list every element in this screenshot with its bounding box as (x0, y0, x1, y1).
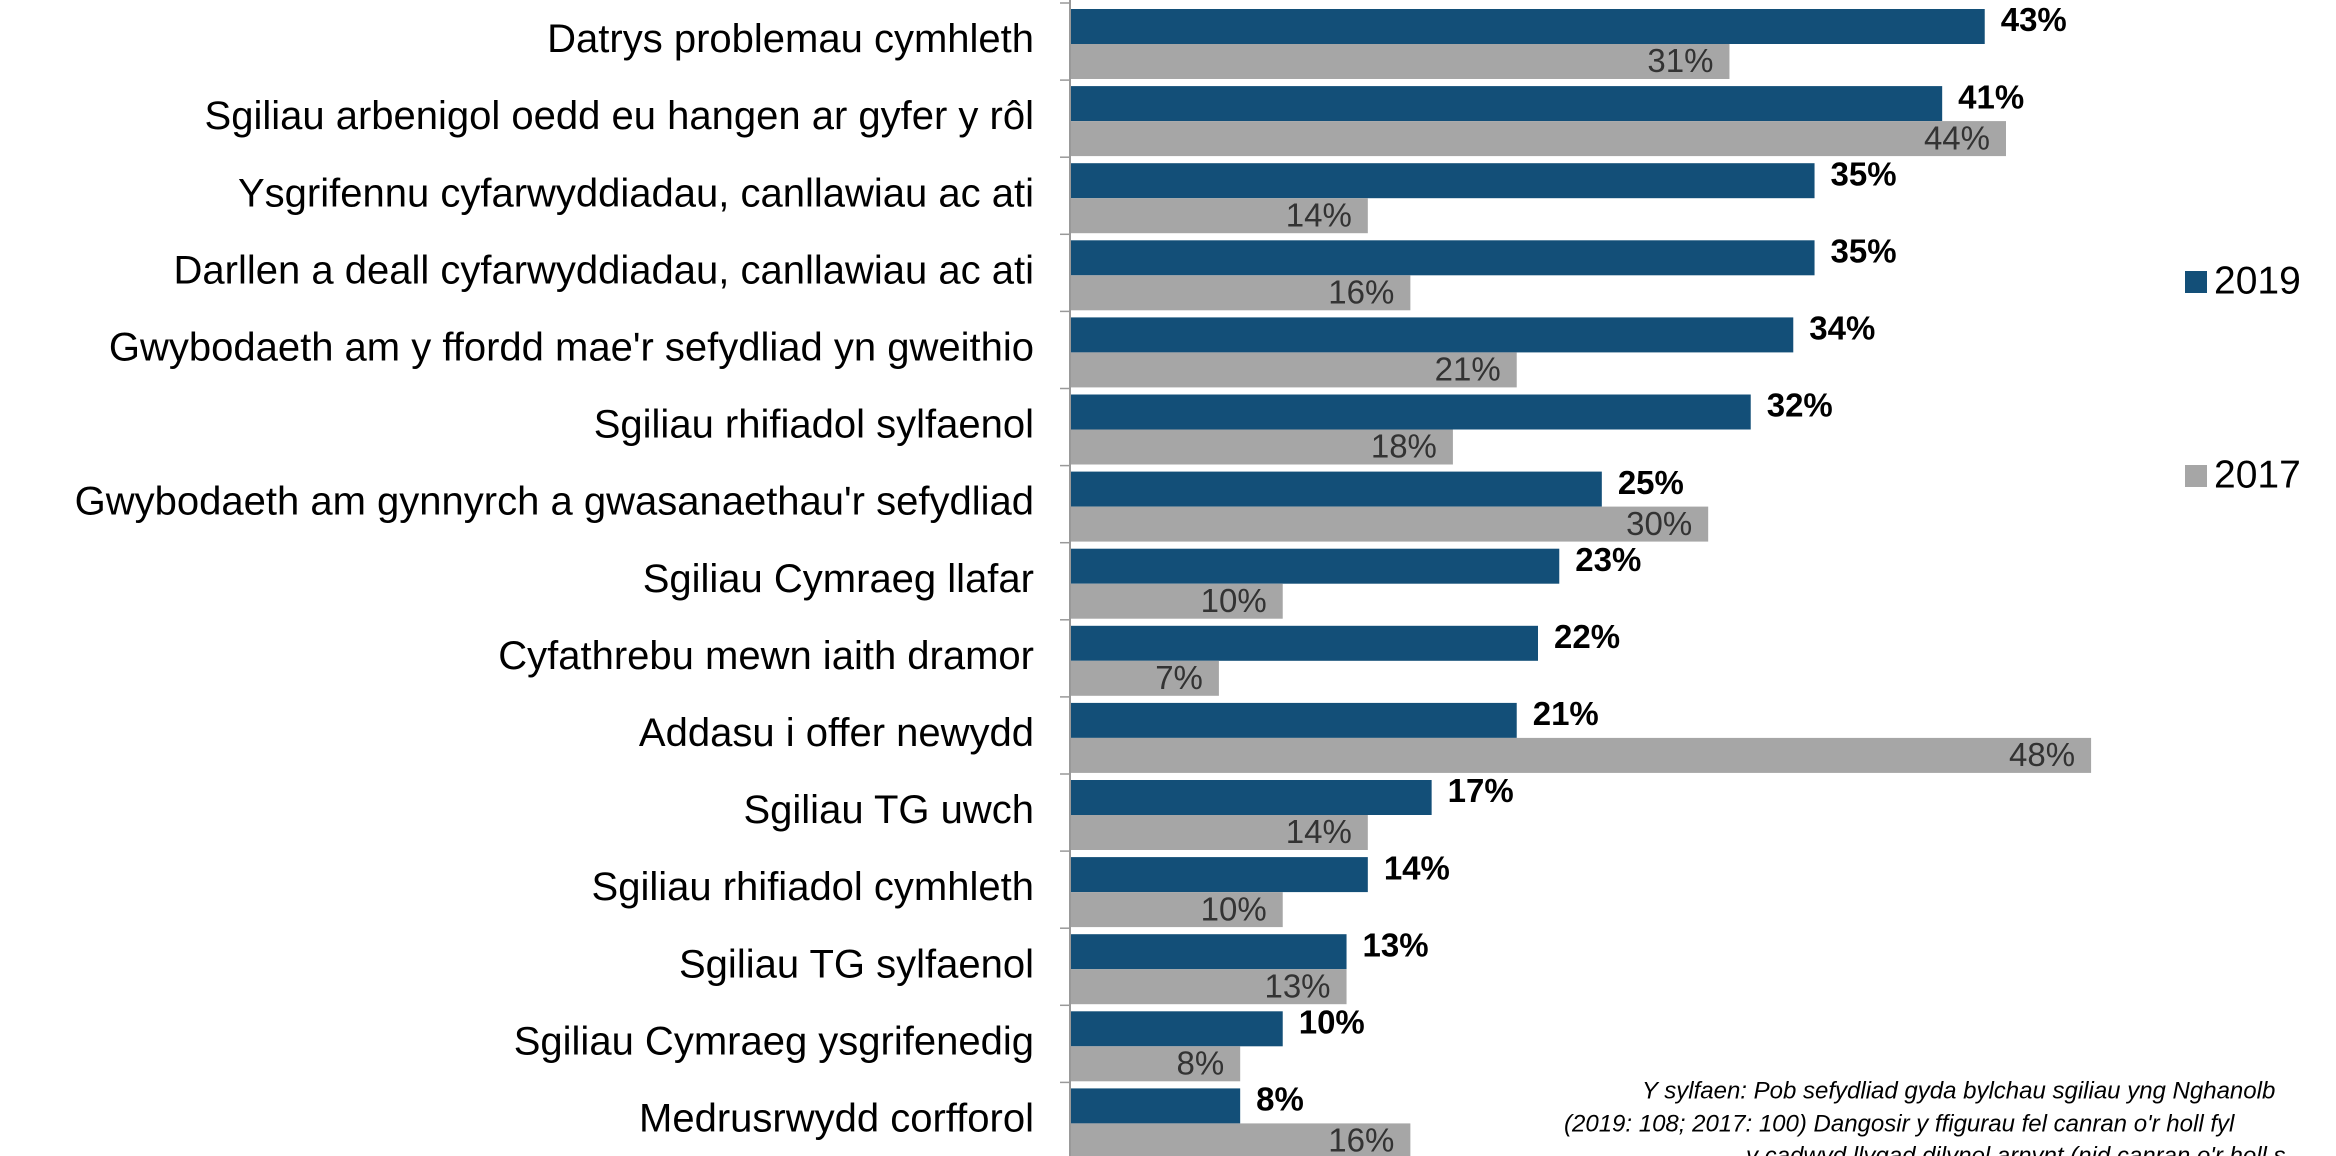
value-label: 25% (1618, 464, 1684, 501)
bar (1070, 583, 1283, 619)
bar (1070, 352, 1517, 388)
value-label: 35% (1831, 233, 1897, 270)
value-label: 14% (1286, 196, 1352, 233)
bar (1070, 86, 1943, 122)
value-label: 48% (2009, 736, 2075, 773)
bar (1070, 9, 1985, 44)
bar (1070, 969, 1347, 1005)
bar (1070, 121, 2006, 157)
category-label: Darllen a deall cyfarwyddiadau, canllawi… (174, 248, 1034, 292)
category-label: Sgiliau rhifiadol cymhleth (592, 865, 1034, 909)
value-label: 14% (1384, 849, 1450, 886)
value-label: 10% (1201, 890, 1267, 927)
bar (1070, 702, 1517, 738)
bar (1070, 548, 1560, 584)
bar (1070, 1088, 1241, 1124)
bar (1070, 471, 1602, 507)
footnote: (2019: 108; 2017: 100) Dangosir y ffigur… (1564, 1110, 2235, 1137)
value-label: 43% (2001, 1, 2067, 38)
bar (1070, 815, 1368, 850)
value-label: 8% (1256, 1081, 1304, 1118)
bar (1070, 857, 1368, 893)
value-label: 17% (1448, 772, 1514, 809)
value-label: 32% (1767, 387, 1833, 424)
category-label: Sgiliau Cymraeg ysgrifenedig (514, 1019, 1034, 1063)
value-label: 10% (1299, 1004, 1365, 1041)
bar (1070, 163, 1815, 199)
bar (1070, 780, 1432, 815)
bar (1070, 737, 2092, 773)
value-label: 44% (1924, 119, 1990, 156)
bar (1070, 240, 1815, 276)
bar (1070, 625, 1538, 661)
category-label: Addasu i offer newydd (639, 711, 1034, 755)
value-label: 41% (1958, 78, 2024, 115)
category-label: Datrys problemau cymhleth (547, 17, 1034, 61)
legend-label: 2017 (2214, 453, 2301, 496)
bar (1070, 1123, 1411, 1156)
value-label: 14% (1286, 813, 1352, 850)
bar (1070, 394, 1751, 430)
legend-swatch (2185, 271, 2207, 293)
value-label: 13% (1264, 967, 1330, 1004)
bar (1070, 934, 1347, 970)
value-label: 18% (1371, 428, 1437, 465)
bar (1070, 198, 1368, 234)
category-label: Medrusrwydd corfforol (639, 1097, 1034, 1141)
bar (1070, 1011, 1283, 1047)
value-label: 16% (1328, 274, 1394, 311)
value-label: 35% (1831, 155, 1897, 192)
value-label: 23% (1575, 541, 1641, 578)
value-label: 31% (1647, 42, 1713, 79)
category-label: Sgiliau Cymraeg llafar (643, 557, 1034, 601)
category-label: Sgiliau TG uwch (743, 788, 1034, 832)
bar (1070, 275, 1411, 311)
bar (1070, 892, 1283, 928)
value-label: 22% (1554, 618, 1620, 655)
footnote: Y sylfaen: Pob sefydliad gyda bylchau sg… (1642, 1077, 2275, 1104)
value-label: 8% (1176, 1045, 1224, 1082)
footnote: y cadwyd llygad dilynol arnynt (nid canr… (1744, 1142, 2286, 1156)
category-label: Sgiliau rhifiadol sylfaenol (594, 403, 1034, 447)
bar (1070, 660, 1219, 696)
category-label: Ysgrifennu cyfarwyddiadau, canllawiau ac… (238, 171, 1034, 215)
legend-label: 2019 (2214, 259, 2301, 302)
category-label: Sgiliau arbenigol oedd eu hangen ar gyfe… (205, 94, 1034, 138)
category-label: Gwybodaeth am y ffordd mae'r sefydliad y… (109, 326, 1034, 370)
bar (1070, 506, 1709, 542)
value-label: 13% (1363, 926, 1429, 963)
category-label: Gwybodaeth am gynnyrch a gwasanaethau'r … (75, 480, 1034, 524)
value-label: 21% (1435, 351, 1501, 388)
value-label: 7% (1155, 659, 1203, 696)
value-label: 30% (1626, 505, 1692, 542)
legend-swatch (2185, 465, 2207, 487)
value-label: 21% (1533, 695, 1599, 732)
category-label: Sgiliau TG sylfaenol (679, 942, 1034, 986)
bar (1070, 429, 1453, 465)
value-label: 16% (1328, 1122, 1394, 1156)
bar (1070, 44, 1730, 79)
bar (1070, 1046, 1241, 1082)
bar (1070, 317, 1794, 353)
value-label: 10% (1201, 582, 1267, 619)
value-label: 34% (1809, 310, 1875, 347)
category-label: Cyfathrebu mewn iaith dramor (498, 634, 1034, 678)
